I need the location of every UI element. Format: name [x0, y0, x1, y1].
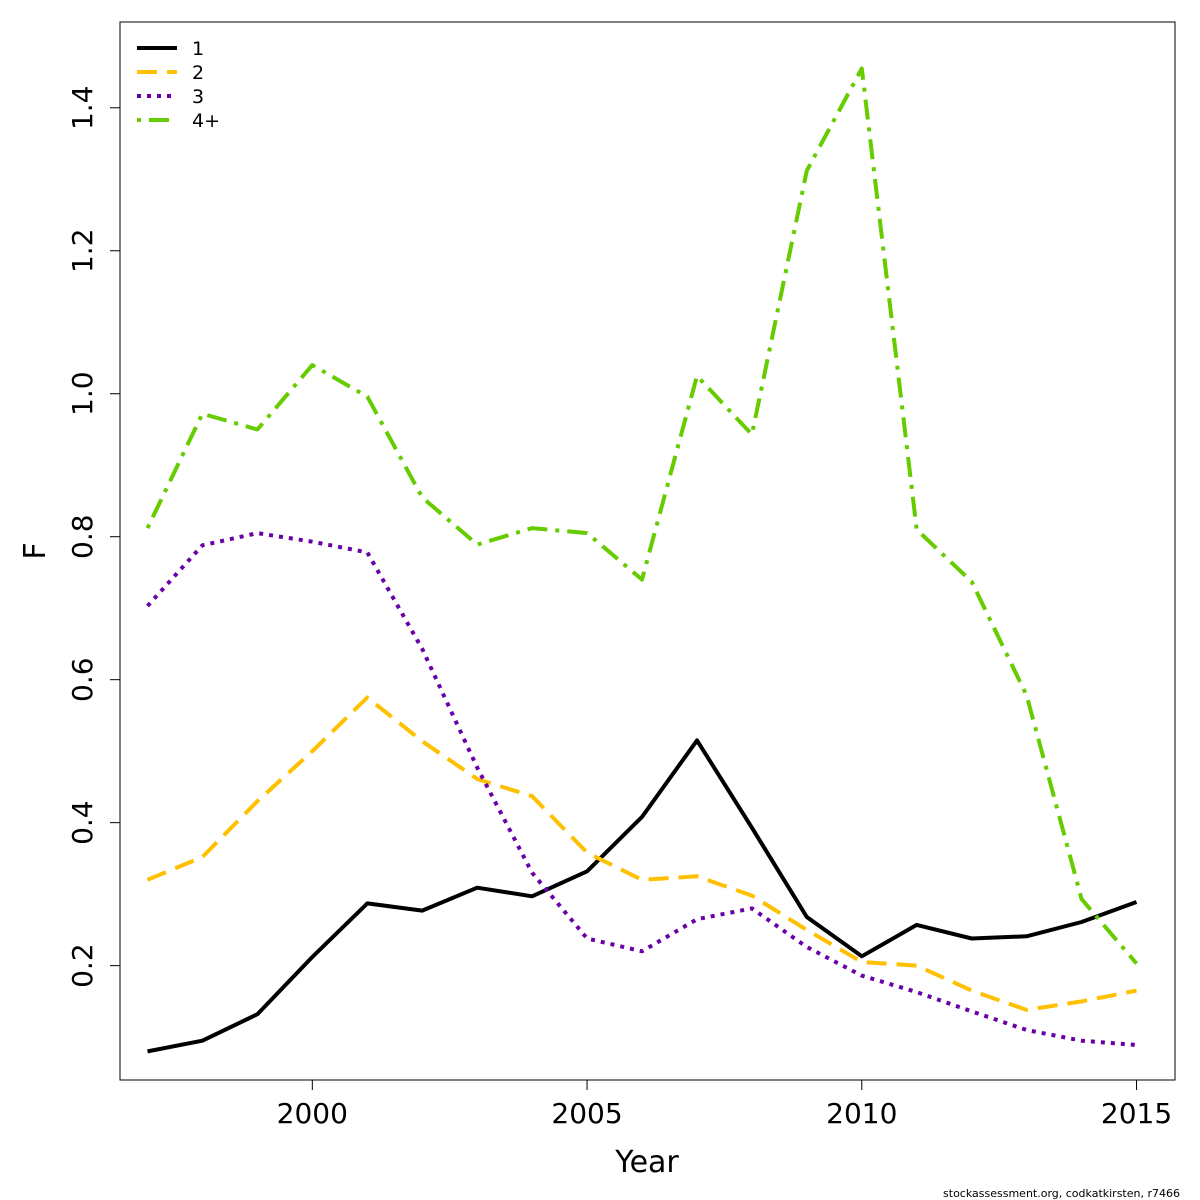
legend-label: 4+: [192, 110, 220, 132]
y-tick-label: 0.8: [66, 514, 99, 559]
x-tick-label: 2010: [826, 1097, 897, 1130]
y-tick-label: 0.4: [66, 800, 99, 845]
series-line-3: [146, 531, 1137, 1047]
y-tick-label: 0.2: [66, 943, 99, 988]
plot-frame: [119, 21, 1176, 1081]
y-tick-label: 1.4: [66, 86, 99, 131]
y-tick-label: 1.0: [66, 371, 99, 416]
x-tick-label: 2000: [277, 1097, 348, 1130]
x-tick-label: 2005: [551, 1097, 622, 1130]
y-axis: 0.2 0.4 0.6 0.8 1.0 1.2 1.4: [66, 86, 120, 988]
x-axis: 2000 2005 2010 2015: [277, 1080, 1172, 1130]
credit-text: stockassessment.org, codkatkirsten, r746…: [943, 1187, 1180, 1200]
legend-label: 1: [192, 38, 204, 60]
series-line-2: [146, 695, 1137, 1012]
legend-label: 3: [192, 86, 204, 108]
series-line-1: [147, 738, 1138, 1054]
series-layer: [145, 66, 1139, 1054]
x-tick-label: 2015: [1101, 1097, 1172, 1130]
y-tick-label: 1.2: [66, 228, 99, 273]
x-axis-title: Year: [614, 1145, 679, 1180]
legend-label: 2: [192, 62, 204, 84]
y-axis-title: F: [18, 542, 53, 559]
series-line-4plus: [145, 66, 1139, 965]
y-tick-label: 0.6: [66, 657, 99, 702]
